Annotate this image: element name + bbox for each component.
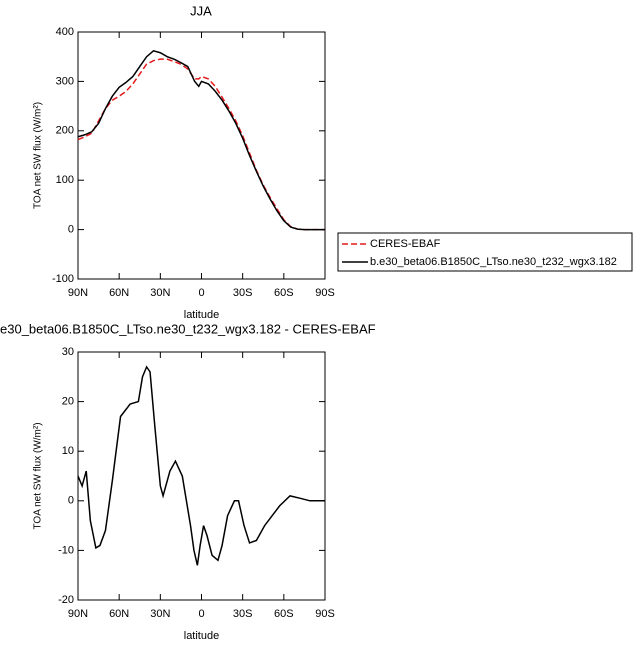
x-tick-label: 90S — [315, 608, 335, 620]
x-tick-label: 0 — [198, 608, 204, 620]
chart-title: e30_beta06.B1850C_LTso.ne30_t232_wgx3.18… — [0, 321, 376, 336]
x-tick-label: 30N — [150, 608, 170, 620]
y-tick-label: -10 — [58, 544, 74, 556]
x-tick-label: 30S — [233, 608, 253, 620]
x-tick-label: 0 — [198, 287, 204, 299]
y-tick-label: 400 — [56, 26, 74, 38]
y-tick-label: -100 — [52, 273, 74, 285]
y-axis-label: TOA net SW flux (W/m²) — [33, 422, 44, 529]
y-tick-label: -20 — [58, 594, 74, 606]
data-line — [77, 58, 325, 231]
legend-box — [337, 232, 633, 272]
x-axis-label: latitude — [184, 309, 219, 321]
x-tick-label: 60S — [274, 608, 294, 620]
data-line — [77, 365, 325, 566]
y-tick-label: 200 — [56, 125, 74, 137]
chart-title: JJA — [190, 3, 212, 18]
y-tick-label: 0 — [68, 495, 74, 507]
x-tick-label: 60S — [274, 287, 294, 299]
y-axis-label: TOA net SW flux (W/m²) — [33, 102, 44, 209]
data-line — [77, 49, 325, 231]
x-axis-label: latitude — [184, 630, 219, 642]
plot-frame — [77, 351, 326, 601]
x-tick-label: 30S — [233, 287, 253, 299]
x-tick-label: 90N — [68, 608, 88, 620]
x-tick-label: 60N — [109, 608, 129, 620]
x-tick-label: 30N — [150, 287, 170, 299]
legend-label: b.e30_beta06.B1850C_LTso.ne30_t232_wgx3.… — [370, 256, 617, 268]
y-tick-label: 100 — [56, 174, 74, 186]
x-tick-label: 90N — [68, 287, 88, 299]
legend-label: CERES-EBAF — [370, 238, 441, 250]
x-tick-label: 60N — [109, 287, 129, 299]
y-tick-label: 300 — [56, 75, 74, 87]
plot-frame — [77, 31, 326, 280]
y-tick-label: 30 — [62, 346, 74, 358]
y-tick-label: 10 — [62, 445, 74, 457]
x-tick-label: 90S — [315, 287, 335, 299]
y-tick-label: 20 — [62, 396, 74, 408]
y-tick-label: 0 — [68, 224, 74, 236]
